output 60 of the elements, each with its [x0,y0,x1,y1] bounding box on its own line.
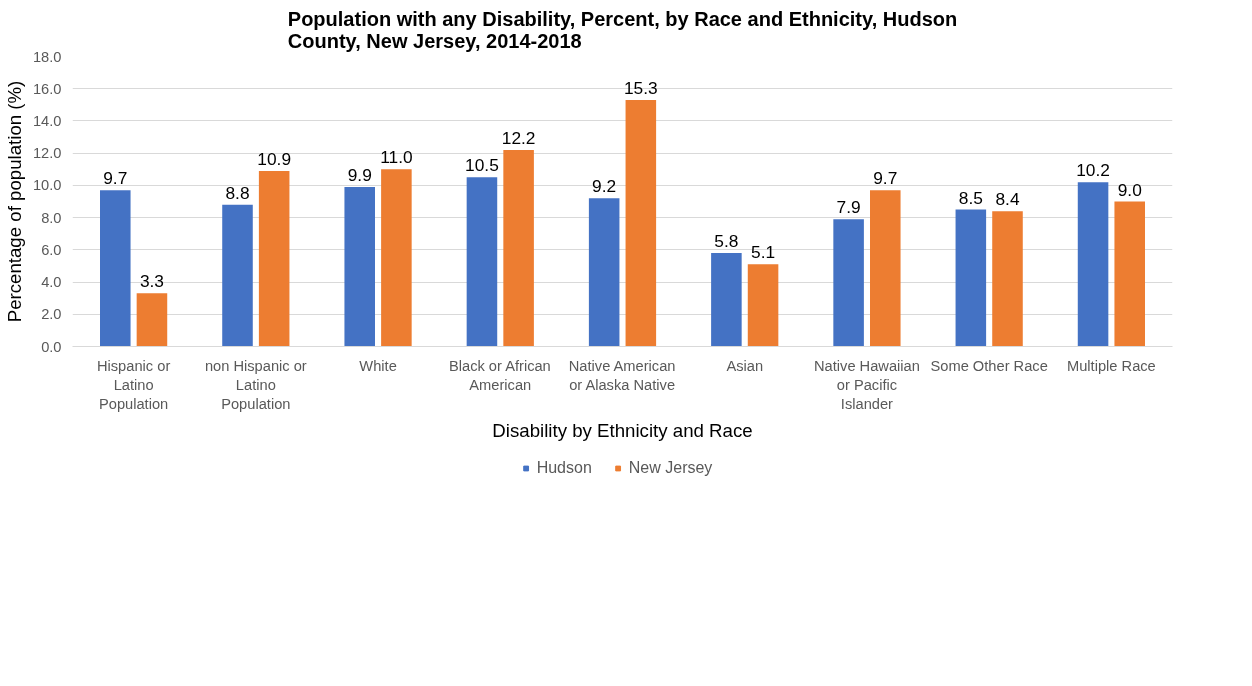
data-label: 8.8 [225,182,250,203]
data-label: 10.5 [465,155,499,176]
bar [1077,182,1109,347]
data-label: 7.9 [836,197,861,218]
bar [992,211,1023,347]
bar [344,187,375,347]
data-label: 8.5 [958,187,983,208]
x-tick-label: non Hispanic or Latino Population [204,357,307,412]
bar [466,177,498,347]
data-label: 9.9 [347,165,372,185]
data-label: 8.4 [995,189,1020,210]
x-tick-label: Native Hawaiian or Pacific Islander [813,357,920,412]
y-tick-label: 4.0 [41,274,62,291]
bar [100,190,131,347]
x-tick-label: Multiple Race [1066,357,1156,374]
data-label: 5.8 [714,231,739,252]
data-label: 5.1 [751,242,776,263]
bar [222,204,253,347]
y-axis-title: Percentage of population (%) [3,80,25,323]
y-tick-label: 2.0 [41,306,62,323]
x-tick-label: Hispanic or Latino Population [96,357,171,412]
bar [381,169,412,347]
data-label: 9.2 [592,176,617,197]
bar [711,253,742,347]
legend-label: Hudson [536,459,592,477]
y-tick-label: 6.0 [41,241,62,258]
data-label: 9.0 [1117,179,1142,200]
x-tick-label: White [359,357,397,374]
bar [588,198,620,347]
x-tick-label: Black or African American [448,357,551,393]
legend-label: New Jersey [628,459,713,477]
bar [625,100,657,347]
data-label: 15.3 [623,78,658,98]
bar [136,293,168,347]
bar [833,219,864,347]
data-label: 12.2 [501,127,536,148]
data-label: 10.9 [257,148,292,169]
x-tick-label: Asian [726,357,764,374]
bar [870,190,901,347]
y-tick-label: 16.0 [32,80,62,97]
y-tick-label: 8.0 [41,209,62,226]
y-tick-label: 0.0 [41,338,62,355]
bar [955,209,987,347]
y-tick-label: 14.0 [32,112,62,129]
data-label: 9.7 [103,168,128,189]
bar [747,264,779,347]
data-label: 11.0 [380,147,413,168]
y-tick-label: 12.0 [32,145,62,162]
x-axis-title: Disability by Ethnicity and Race [492,419,753,441]
x-tick-label: Native American or Alaska Native [568,357,676,393]
bar [1114,201,1145,347]
y-tick-label: 10.0 [32,177,62,194]
data-label: 3.3 [139,271,164,292]
data-label: 10.2 [1076,160,1110,181]
chart-title: Population with any Disability, Percent, by Race and Ethnicity, Hudson County, New Jersey, 2014-2018 [287,7,958,52]
x-tick-label: Some Other Race [930,357,1048,374]
bar [258,170,290,347]
data-label: 9.7 [873,168,898,189]
y-tick-label: 18.0 [32,48,62,65]
bar [503,149,534,347]
